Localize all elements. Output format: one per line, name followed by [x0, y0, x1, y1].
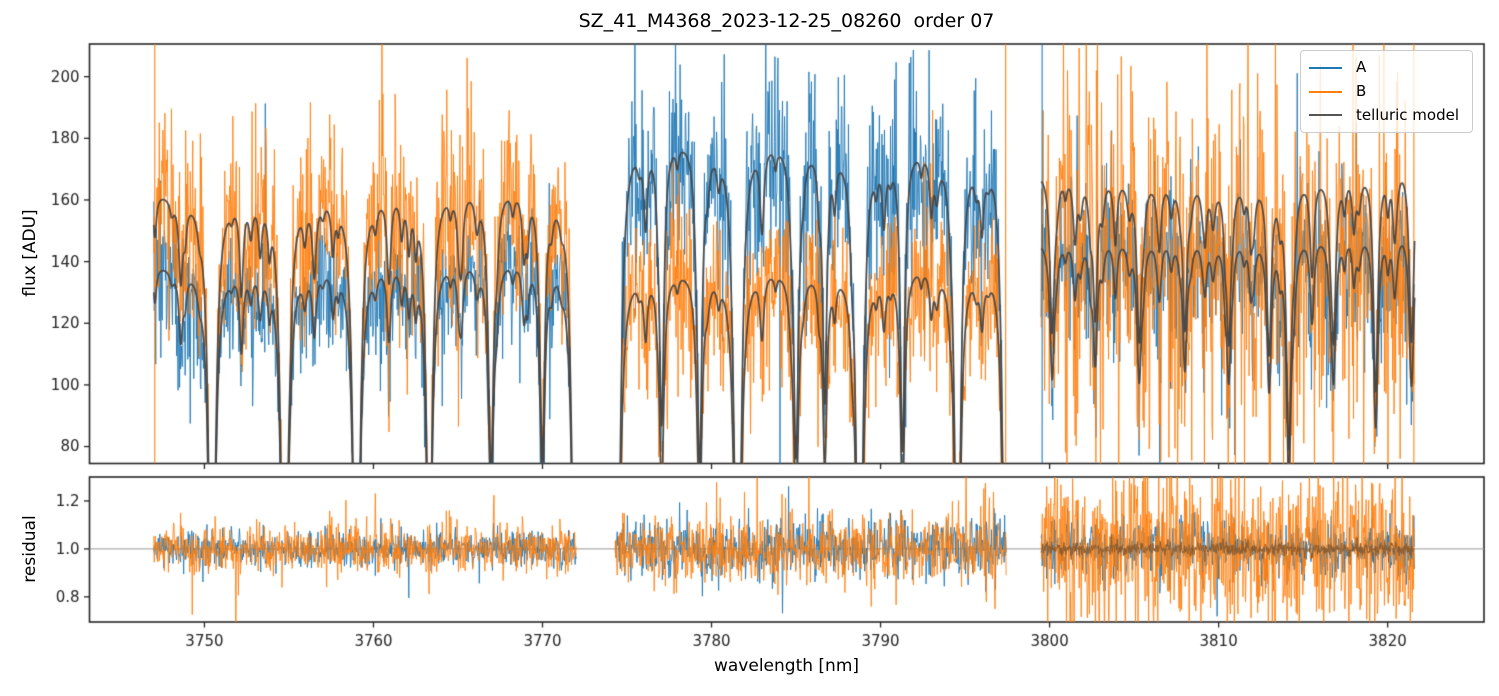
legend-line-telluric	[1309, 114, 1342, 117]
legend-label-telluric: telluric model	[1356, 105, 1460, 124]
residual-axis-label: residual	[20, 515, 40, 583]
legend-item-b: B	[1309, 80, 1464, 104]
plot-title: SZ_41_M4368_2023-12-25_08260 order 07	[578, 10, 995, 32]
flux-axis-label: flux [ADU]	[20, 209, 40, 297]
legend: A B telluric model	[1300, 50, 1473, 133]
legend-item-a: A	[1309, 56, 1464, 80]
legend-label-b: B	[1356, 82, 1367, 100]
wavelength-axis-label: wavelength [nm]	[713, 656, 860, 676]
legend-label-a: A	[1356, 58, 1367, 77]
legend-line-b	[1309, 90, 1342, 93]
legend-line-a	[1309, 66, 1342, 69]
legend-item-telluric: telluric model	[1309, 103, 1464, 127]
